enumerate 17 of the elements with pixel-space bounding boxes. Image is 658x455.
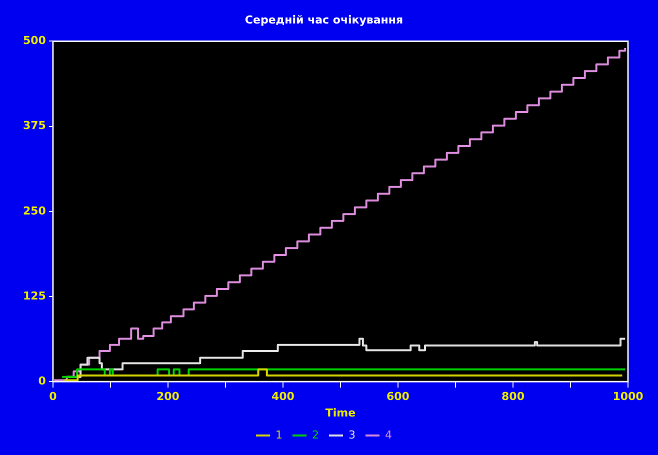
x-tick-label: 0 [49, 390, 58, 404]
legend-label: 1 [276, 428, 283, 442]
legend-label: 3 [348, 428, 356, 442]
x-tick-label: 800 [502, 390, 525, 404]
y-tick-label: 250 [22, 204, 46, 218]
x-tick-label: 600 [386, 390, 410, 404]
x-tick-label: 400 [271, 390, 295, 404]
y-tick-label: 125 [22, 289, 46, 302]
y-tick-label: 500 [22, 34, 46, 48]
x-axis-title: Time [325, 406, 356, 420]
chart-title: Середній час очікування [244, 13, 404, 26]
legend-label: 2 [312, 428, 319, 442]
y-tick-label: 0 [38, 374, 46, 388]
y-tick-label: 375 [22, 119, 46, 132]
x-tick-label: 1000 [612, 390, 644, 404]
x-tick-label: 200 [156, 390, 180, 404]
legend-label: 4 [385, 428, 392, 442]
